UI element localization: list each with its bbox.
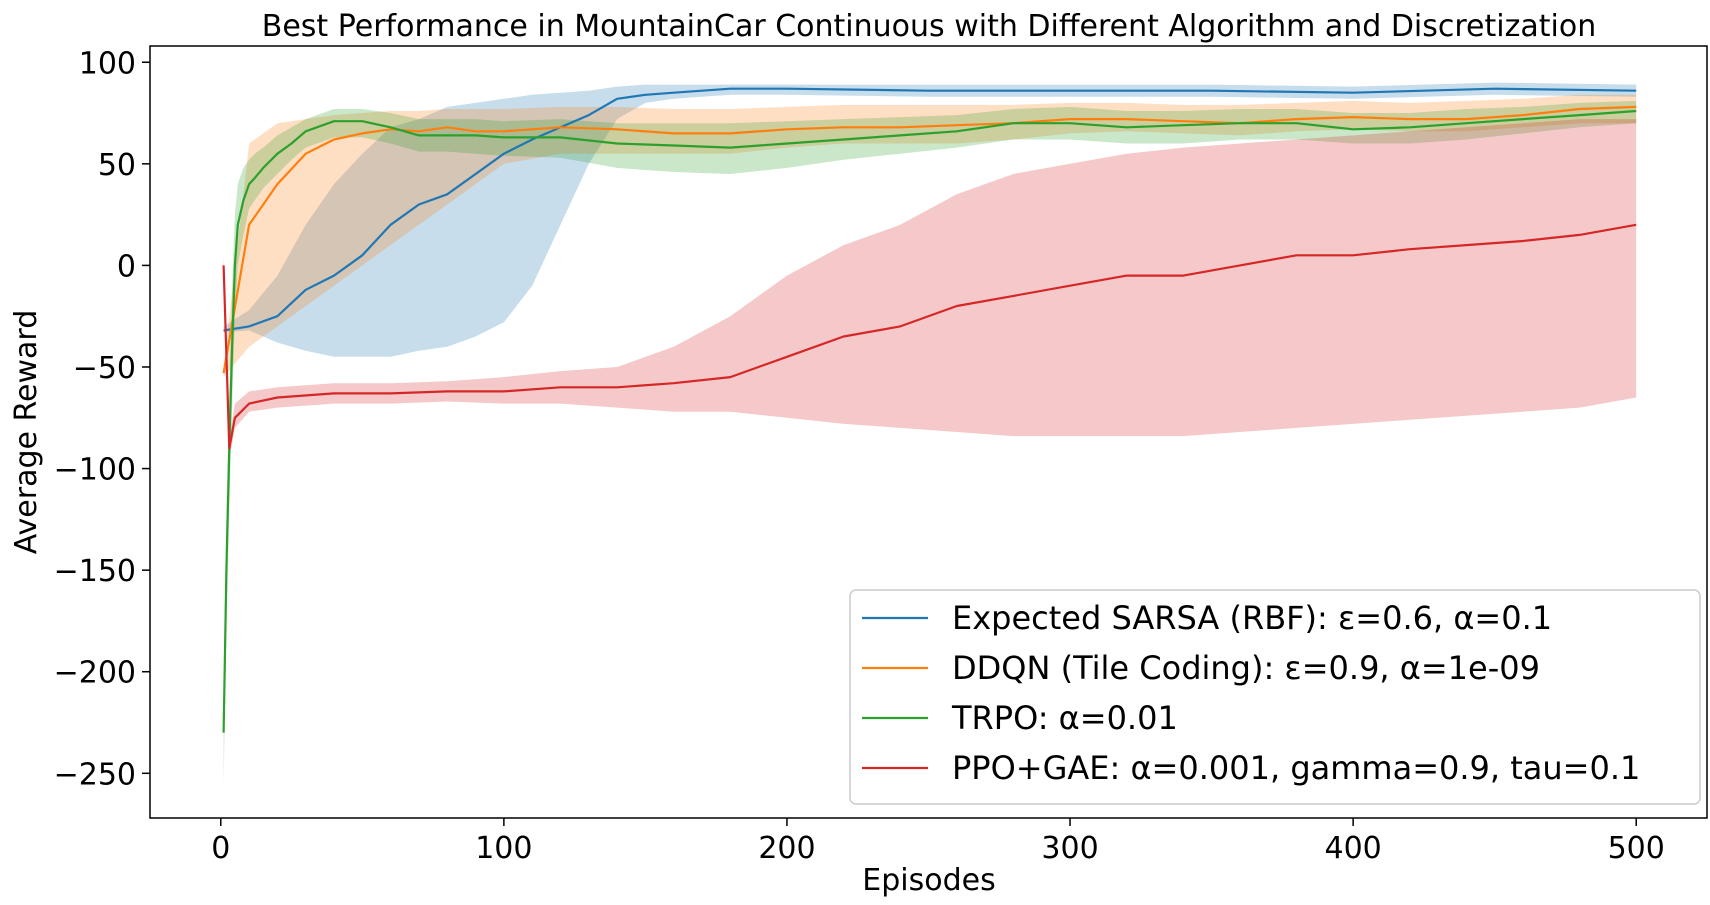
x-tick-label-2: 200 (758, 831, 815, 866)
y-tick-label-0: 100 (79, 46, 136, 81)
series-line-3 (222, 223, 1637, 450)
x-axis-label: Episodes (862, 863, 995, 898)
series-line-1 (222, 105, 1637, 374)
chart-title: Best Performance in MountainCar Continuo… (262, 9, 1596, 44)
plot-area (222, 82, 1637, 784)
x-tick-label-4: 400 (1325, 831, 1382, 866)
x-tick-label-1: 100 (475, 831, 532, 866)
y-tick-label-4: −100 (54, 453, 136, 488)
x-tick-label-5: 500 (1608, 831, 1665, 866)
y-tick-label-7: −250 (54, 757, 136, 792)
y-tick-label-6: −200 (54, 656, 136, 691)
legend-label-3: PPO+GAE: α=0.001, gamma=0.9, tau=0.1 (952, 749, 1640, 787)
legend-label-0: Expected SARSA (RBF): ε=0.6, α=0.1 (952, 599, 1552, 637)
legend-label-1: DDQN (Tile Coding): ε=0.9, α=1e-09 (952, 649, 1540, 687)
y-tick-label-3: −50 (73, 351, 136, 386)
series-band-3 (223, 119, 1637, 459)
x-axis: 0 100 200 300 400 500 (211, 818, 1665, 866)
legend-label-2: TRPO: α=0.01 (951, 699, 1178, 737)
x-tick-label-3: 300 (1041, 831, 1098, 866)
series-line-0 (223, 87, 1637, 332)
series-band-0 (223, 82, 1637, 357)
series-band-1 (223, 94, 1637, 378)
y-tick-label-2: 0 (117, 249, 136, 284)
y-tick-label-5: −150 (54, 554, 136, 589)
plot-frame (149, 45, 1708, 819)
legend-box (849, 589, 1701, 805)
x-tick-label-0: 0 (211, 831, 230, 866)
y-axis: 100 50 0 −50 −100 −150 −200 −250 (54, 46, 150, 792)
y-tick-label-1: 50 (98, 148, 136, 183)
legend: Expected SARSA (RBF): ε=0.6, α=0.1 DDQN (… (849, 589, 1701, 805)
series-line-2 (222, 109, 1637, 733)
y-axis-label: Average Reward (9, 310, 44, 554)
